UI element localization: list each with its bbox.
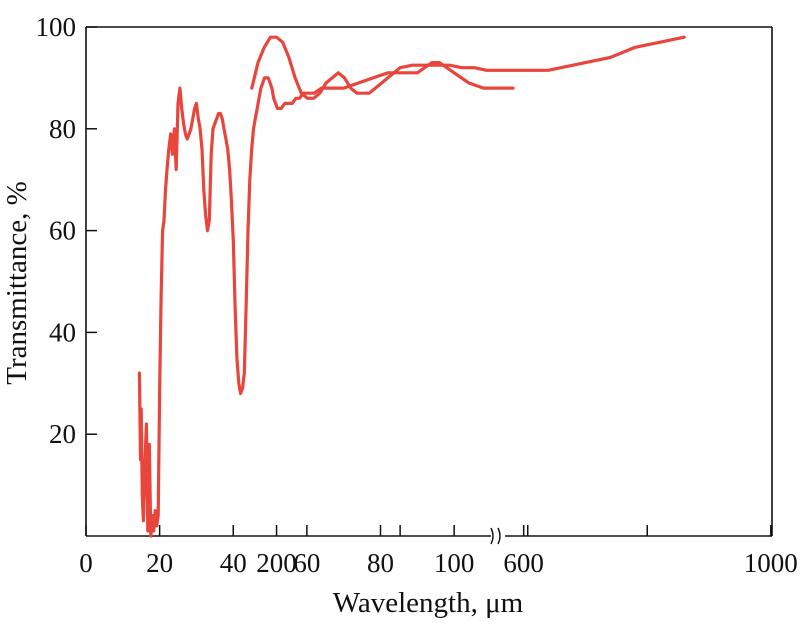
x-tick-label: 100	[434, 548, 475, 578]
x-tick-label: 0	[79, 548, 93, 578]
transmittance-line-mid-ir	[137, 60, 515, 538]
axis-break-mark-left	[490, 527, 494, 545]
x-tick-label: 60	[293, 548, 320, 578]
axis-break-mark-right	[497, 527, 501, 545]
x-axis-title: Wavelength, μm	[333, 587, 524, 619]
x-tick-label: 1000	[744, 548, 798, 578]
y-axis-title: Transmittance, %	[1, 181, 33, 385]
axis-ticks	[85, 26, 772, 536]
x-tick-label: 20	[146, 548, 173, 578]
y-tick-label: 20	[49, 419, 76, 449]
y-tick-label: 60	[49, 216, 76, 246]
plot-frame	[85, 26, 773, 545]
y-tick-label: 80	[49, 114, 76, 144]
y-tick-label: 100	[36, 12, 77, 42]
x-tick-label: 80	[367, 548, 394, 578]
transmittance-line-far-ir	[250, 35, 686, 100]
data-lines	[137, 35, 686, 538]
y-tick-label: 40	[49, 317, 76, 347]
x-tick-label: 40	[220, 548, 247, 578]
x-tick-label: 200	[256, 548, 297, 578]
x-tick-label: 600	[503, 548, 544, 578]
